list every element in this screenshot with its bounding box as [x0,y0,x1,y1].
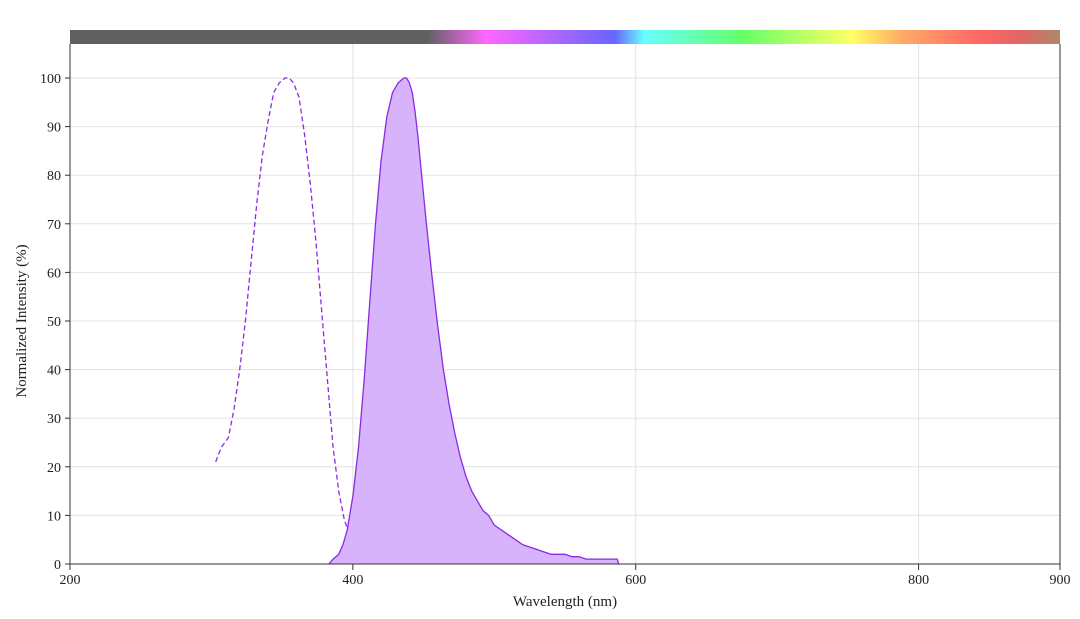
x-tick-label: 200 [60,573,81,588]
y-tick-label: 50 [47,315,61,330]
grid-layer [69,44,1061,565]
x-tick-label: 400 [342,573,363,588]
x-tick-label: 800 [908,573,929,588]
spectrum-color-bar [70,30,1060,44]
y-tick-label: 100 [40,72,61,87]
x-tick-label: 900 [1050,573,1071,588]
x-tick-label: 600 [625,573,646,588]
y-axis-title: Normalized Intensity (%) [14,244,30,397]
series-layer [215,77,620,565]
labels-layer: 0 10 20 30 40 50 60 70 80 90 100 200 400 600 800 900 [40,72,1071,588]
y-tick-label: 60 [47,266,61,281]
y-tick-label: 30 [47,412,61,427]
y-tick-label: 70 [47,218,61,233]
y-tick-label: 10 [47,509,61,524]
y-tick-label: 0 [54,558,61,573]
emission-area-fill [328,78,619,564]
y-tick-label: 40 [47,364,61,379]
emission-line [328,77,620,565]
y-tick-label: 90 [47,121,61,136]
axes-layer [65,44,1061,570]
y-tick-label: 20 [47,461,61,476]
y-tick-label: 80 [47,169,61,184]
x-axis-title: Wavelength (nm) [513,594,617,610]
excitation-line [215,77,376,560]
